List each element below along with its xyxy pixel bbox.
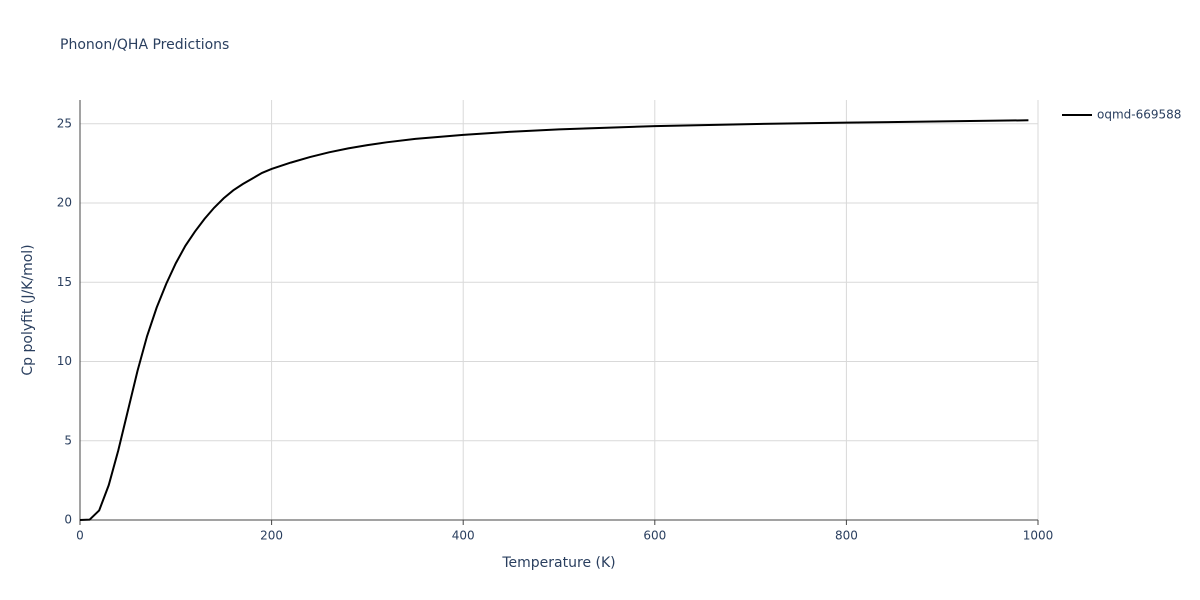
chart-title: Phonon/QHA Predictions: [60, 37, 229, 53]
y-axis-label: Cp polyfit (J/K/mol): [20, 244, 36, 375]
legend-label: oqmd-669588: [1097, 108, 1181, 122]
y-tick-label: 10: [57, 354, 72, 368]
x-tick-label: 1000: [1023, 529, 1054, 543]
y-tick-label: 5: [64, 433, 72, 447]
x-tick-label: 800: [835, 529, 858, 543]
y-tick-label: 0: [64, 513, 72, 527]
x-tick-label: 400: [452, 529, 475, 543]
x-tick-label: 0: [76, 529, 84, 543]
x-tick-label: 200: [260, 529, 283, 543]
line-series: [79, 119, 1029, 521]
y-tick-label: 25: [57, 116, 72, 130]
x-tick-label: 600: [643, 529, 666, 543]
y-tick-label: 20: [57, 196, 72, 210]
x-axis-label: Temperature (K): [501, 555, 615, 571]
y-tick-label: 15: [57, 275, 72, 289]
